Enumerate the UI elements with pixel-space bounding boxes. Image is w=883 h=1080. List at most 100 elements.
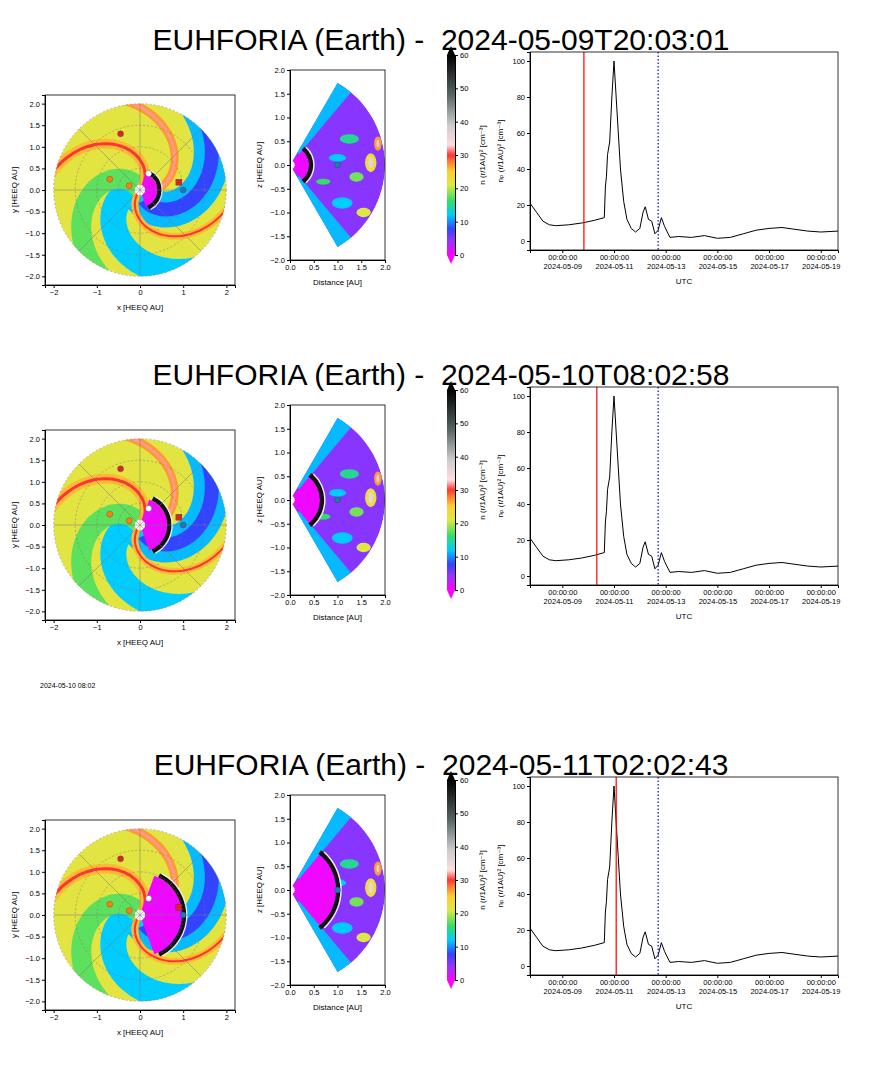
tick-mark	[527, 576, 530, 577]
tick-mark	[455, 188, 458, 189]
tick: 40	[517, 890, 530, 899]
tick: 00:00:002024-05-15	[699, 975, 737, 996]
tick-label-line: 2024-05-15	[699, 987, 737, 996]
tick-label: 0.0	[275, 886, 285, 895]
density-feature	[45, 479, 145, 534]
tick-label-line: 2024-05-11	[596, 597, 634, 606]
tick-label: 50	[460, 809, 468, 818]
tick: 2.0	[275, 66, 290, 75]
tick: 2.0	[275, 791, 290, 800]
tick-label: 1.0	[275, 448, 285, 457]
tick-label-line: 00:00:00	[652, 253, 681, 262]
tick-label: 30	[460, 486, 468, 495]
tick: 0.0	[285, 985, 295, 997]
plot-frame	[45, 820, 235, 1010]
tick-mark	[527, 133, 530, 134]
tick: 2.0	[380, 985, 390, 997]
tick: 20	[517, 536, 530, 545]
tick-label-line: 00:00:00	[755, 978, 784, 987]
tick-label: 0	[460, 976, 464, 985]
tick: 1.5	[275, 425, 290, 434]
tick: −0.5	[25, 932, 45, 941]
tick-label: 0.0	[285, 263, 295, 272]
tick-label: 00:00:002024-05-13	[647, 588, 685, 606]
density-feature	[368, 492, 373, 503]
tick-label: 0.5	[275, 862, 285, 871]
tick: −0.5	[270, 520, 290, 529]
density-field	[290, 808, 385, 973]
tick: 100	[512, 392, 530, 401]
axis-title: nₚ (r/1AU)² [cm⁻³]	[496, 455, 505, 518]
axis-title: Distance [AU]	[313, 1003, 362, 1012]
map-panel: −2−1012−2.0−1.5−1.0−0.50.00.51.01.52.0x …	[10, 95, 241, 312]
tick-label-line: 2024-05-15	[699, 262, 737, 271]
tick-label: 1.0	[30, 478, 40, 487]
tick-mark	[42, 893, 45, 894]
polar-grid	[54, 439, 227, 612]
density-feature	[98, 98, 175, 192]
tick: 50	[455, 84, 468, 93]
tick-label-line: 00:00:00	[652, 978, 681, 987]
tick-label: 00:00:002024-05-19	[802, 978, 840, 996]
tick: −1.0	[25, 564, 45, 573]
plot-area	[530, 52, 838, 250]
tick: 1.0	[30, 478, 45, 487]
tick-label: 40	[517, 500, 525, 509]
tick-label: 0.0	[285, 988, 295, 997]
tick-label: 0.5	[30, 889, 40, 898]
tick: 00:00:002024-05-09	[544, 250, 582, 271]
tick: 1.5	[357, 260, 367, 272]
grid-spoke	[140, 525, 201, 586]
plot-frame	[290, 405, 385, 595]
tick: 0	[455, 976, 464, 985]
tick: 0.5	[309, 985, 319, 997]
body-marker	[126, 183, 132, 189]
tick-mark	[527, 504, 530, 505]
body-marker	[107, 176, 113, 182]
grid-spoke	[140, 915, 201, 976]
axis-title: z [HEEQ AU]	[255, 142, 264, 188]
grid-circle	[54, 439, 227, 612]
tick: 40	[455, 453, 468, 462]
tick: −2.0	[270, 591, 290, 600]
tick-label: 1.5	[275, 815, 285, 824]
density-feature	[340, 134, 359, 144]
tick: 00:00:002024-05-17	[750, 585, 788, 606]
tick: 1	[182, 285, 186, 297]
tick: 1.5	[275, 815, 290, 824]
grid-circle	[54, 829, 227, 1002]
tick-mark	[455, 122, 458, 123]
axis-right: 0102030405060	[455, 776, 468, 985]
tick-mark	[455, 813, 458, 814]
tick-label: 20	[460, 909, 468, 918]
tick-label: −2.0	[270, 981, 285, 990]
density-background	[290, 808, 385, 973]
tick: 0.5	[309, 260, 319, 272]
tick: −1	[93, 1010, 102, 1022]
tick: 0.5	[275, 472, 290, 481]
grid-spoke	[140, 190, 141, 276]
tick-mark	[42, 590, 45, 591]
tick: 40	[455, 843, 468, 852]
axis-title: nₚ (r/1AU)² [cm⁻³]	[496, 120, 505, 183]
grid-spoke	[140, 190, 201, 251]
tick-mark	[42, 850, 45, 851]
density-feature	[45, 144, 145, 199]
tick-label: 00:00:002024-05-11	[596, 253, 634, 271]
tick-mark	[42, 233, 45, 234]
density-feature	[98, 98, 175, 192]
tick-label: −1	[93, 623, 102, 632]
tick-mark	[42, 829, 45, 830]
axis-title: Distance [AU]	[313, 278, 362, 287]
tick-mark	[42, 547, 45, 548]
colorbar-gradient	[447, 55, 455, 255]
tick-label: 1.5	[30, 846, 40, 855]
tick: 1.5	[275, 90, 290, 99]
body-marker	[180, 522, 186, 528]
tick-label: 0.0	[30, 521, 40, 530]
density-background	[54, 439, 227, 612]
tick-label: 80	[517, 818, 525, 827]
tick-mark	[287, 866, 290, 867]
tick-label: −1.0	[25, 564, 40, 573]
timeseries-panel: 00:00:002024-05-0900:00:002024-05-1100:0…	[496, 387, 841, 621]
